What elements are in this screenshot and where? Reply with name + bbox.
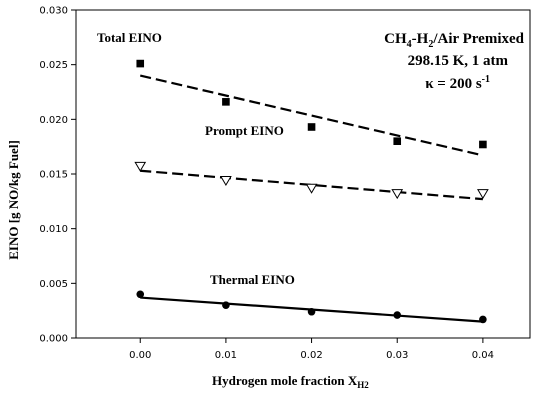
y-tick-label: 0.005 <box>39 279 68 290</box>
data-markers <box>134 59 489 324</box>
x-tick-label: 0.00 <box>129 350 151 361</box>
x-tick-label: 0.01 <box>215 350 237 361</box>
marker-total <box>479 140 487 149</box>
marker-thermal <box>307 307 316 316</box>
marker-prompt <box>220 176 232 187</box>
condition-mixture: CH4-H2/Air Premixed <box>384 31 525 50</box>
marker-prompt <box>134 161 147 172</box>
marker-thermal <box>136 290 145 299</box>
marker-total <box>136 59 145 68</box>
series-label-prompt: Prompt EINO <box>205 123 284 138</box>
x-tick-label: 0.02 <box>300 350 322 361</box>
condition-strain-rate: κ = 200 s-1 <box>425 74 490 92</box>
marker-total <box>222 98 230 106</box>
fit-line-prompt <box>140 169 483 201</box>
marker-prompt <box>391 189 404 200</box>
series-label-thermal: Thermal EINO <box>210 272 295 287</box>
x-tick-label: 0.03 <box>386 350 408 361</box>
fit-lines <box>139 74 484 323</box>
marker-thermal <box>393 311 402 319</box>
y-tick-label: 0.010 <box>39 224 68 235</box>
y-tick-label: 0.025 <box>39 60 68 71</box>
fit-line-total <box>139 74 484 157</box>
marker-thermal <box>479 315 487 324</box>
marker-total <box>307 123 316 131</box>
y-tick-label: 0.030 <box>39 6 68 17</box>
marker-prompt <box>477 189 489 200</box>
marker-thermal <box>222 301 230 310</box>
y-tick-label: 0.015 <box>39 170 68 181</box>
marker-total <box>393 137 402 145</box>
y-axis-title: EINO [g NO/kg Fuel] <box>6 140 21 260</box>
y-tick-label: 0.000 <box>39 334 68 345</box>
labels: EINO [g NO/kg Fuel] Hydrogen mole fracti… <box>6 30 525 390</box>
x-tick-label: 0.04 <box>472 350 494 361</box>
marker-prompt <box>305 183 318 194</box>
y-tick-label: 0.020 <box>39 115 68 126</box>
axes: 0.000 0.005 0.010 0.015 0.020 0.025 0.030 0.00 0… <box>39 6 531 361</box>
x-axis-title: Hydrogen mole fraction XH2 <box>212 373 369 390</box>
series-label-total: Total EINO <box>97 30 162 45</box>
condition-temperature-pressure: 298.15 K, 1 atm <box>408 53 509 69</box>
